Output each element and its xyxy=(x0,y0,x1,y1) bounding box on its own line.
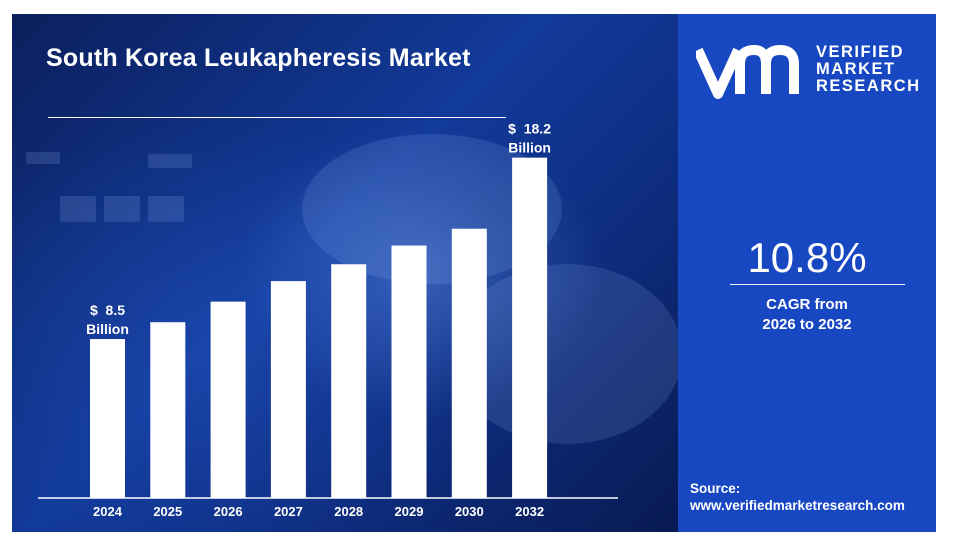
source-label: Source: xyxy=(690,481,741,496)
bar-2028 xyxy=(331,264,367,498)
background-ui-bar xyxy=(148,196,184,222)
registered-mark: ® xyxy=(936,42,943,52)
bar-2029 xyxy=(391,245,427,498)
background-ui-bar xyxy=(104,196,140,222)
chart-title: South Korea Leukapheresis Market xyxy=(46,44,471,72)
background-ui-bar xyxy=(148,154,192,168)
x-tick-label-2028: 2028 xyxy=(334,504,363,519)
x-tick-label-2024: 2024 xyxy=(93,504,123,519)
data-label-2032-line-2: Billion xyxy=(508,140,551,156)
brand-line-2: MARKET xyxy=(816,60,896,78)
background-glove-shape xyxy=(452,264,678,444)
background-ui-bar xyxy=(60,196,96,222)
x-tick-label-2027: 2027 xyxy=(274,504,303,519)
cagr-label-line-1: CAGR from xyxy=(766,296,848,313)
info-panel: VERIFIED MARKET RESEARCH ® 10.8% CAGR fr… xyxy=(678,14,943,532)
bar-chart: 2024 2025 2026 2027 2028 2029 2030 2032 $ 8.5 Bil… xyxy=(38,121,618,519)
bar-2027 xyxy=(270,281,306,498)
cagr-divider xyxy=(730,284,905,285)
brand-line-3: RESEARCH xyxy=(816,77,921,95)
bar-2030 xyxy=(451,228,487,498)
bar-2025 xyxy=(150,322,186,498)
vmr-logo-icon xyxy=(696,45,799,99)
cagr-value: 10.8% xyxy=(747,234,867,281)
source-url: www.verifiedmarketresearch.com xyxy=(690,498,905,513)
chart-panel: South Korea Leukapheresis Market 2024 202… xyxy=(12,14,678,532)
x-tick-label-2025: 2025 xyxy=(153,504,182,519)
bar-2032 xyxy=(512,157,548,498)
bar-2026 xyxy=(210,301,246,498)
brand-logo: VERIFIED MARKET RESEARCH ® xyxy=(696,42,943,112)
cagr-label-line-2: 2026 to 2032 xyxy=(762,316,852,333)
x-tick-label-2029: 2029 xyxy=(395,504,424,519)
data-label-2024-line-2: Billion xyxy=(86,321,129,337)
brand-line-1: VERIFIED xyxy=(816,43,905,61)
brand-name: VERIFIED MARKET RESEARCH xyxy=(816,44,921,95)
x-tick-label-2030: 2030 xyxy=(455,504,484,519)
x-tick-label-2026: 2026 xyxy=(214,504,243,519)
data-label-2032-line-1: $ 18.2 xyxy=(508,121,551,137)
cagr-label: CAGR from 2026 to 2032 xyxy=(678,295,936,335)
bar-2024 xyxy=(90,339,125,498)
background-ui-bar xyxy=(26,152,60,164)
source-note: Source: www.verifiedmarketresearch.com xyxy=(690,480,905,514)
x-tick-label-2032: 2032 xyxy=(515,504,544,519)
title-divider xyxy=(48,117,506,118)
data-label-2024-line-1: $ 8.5 xyxy=(90,302,125,318)
